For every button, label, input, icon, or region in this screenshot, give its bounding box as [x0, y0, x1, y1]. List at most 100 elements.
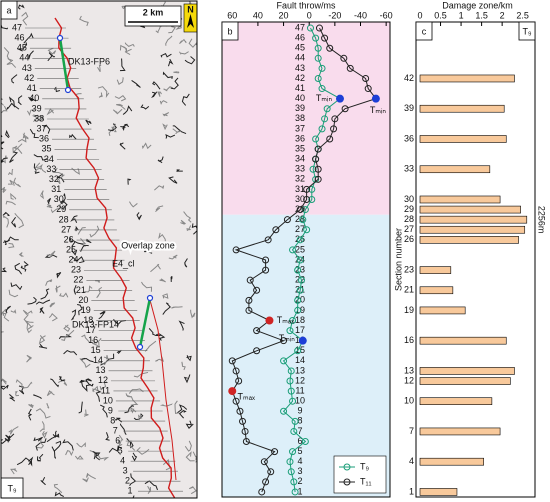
y-tick-label: 39	[404, 103, 414, 113]
map-texture	[1, 267, 8, 273]
data-point	[287, 468, 295, 476]
section-label: 5	[118, 445, 123, 455]
map-texture	[180, 219, 186, 225]
map-texture	[24, 320, 34, 329]
horizon-label: T₉	[522, 26, 531, 36]
section-label: 29	[56, 204, 66, 214]
y-tick-label: 36	[404, 133, 414, 143]
data-point	[331, 115, 339, 123]
map-texture	[53, 440, 62, 452]
data-point	[286, 377, 294, 385]
horizon-label: T₉	[7, 483, 16, 493]
map-texture	[130, 396, 139, 406]
map-texture	[114, 417, 123, 423]
map-texture	[108, 123, 117, 132]
map-texture	[152, 81, 161, 90]
map-texture	[76, 442, 86, 448]
horizon-box	[518, 21, 536, 41]
data-point	[296, 256, 304, 264]
map-texture	[89, 225, 100, 238]
section-label: 8	[110, 415, 115, 425]
map-texture	[91, 385, 99, 393]
map-texture	[1, 384, 9, 390]
data-point	[318, 125, 326, 133]
legend-label: T₉	[360, 461, 369, 471]
section-label: 9	[108, 405, 113, 415]
map-texture	[98, 92, 103, 98]
map-texture	[181, 361, 186, 371]
map-texture	[22, 132, 29, 139]
y-tick-label: 29	[404, 204, 414, 214]
panel-label: c	[422, 26, 427, 36]
x-tick-label: 1	[459, 10, 464, 20]
y-tick-label: 28	[404, 214, 414, 224]
x-tick-label: 0	[417, 10, 422, 20]
map-texture	[6, 58, 17, 68]
map-texture	[39, 306, 45, 314]
map-texture	[99, 404, 108, 418]
map-texture	[83, 409, 89, 417]
map-texture	[179, 38, 187, 44]
map-texture	[3, 47, 14, 62]
section-label: 40	[295, 93, 305, 103]
map-texture	[77, 226, 86, 235]
data-point	[287, 367, 295, 375]
section-label: 30	[295, 194, 305, 204]
data-point	[267, 468, 275, 476]
horizon-box	[1, 477, 24, 498]
map-texture	[23, 314, 33, 328]
map-texture	[6, 102, 16, 111]
map-texture	[191, 223, 197, 235]
map-texture	[79, 15, 89, 27]
bar	[419, 236, 519, 244]
section-label: 22	[295, 275, 305, 285]
map-texture	[140, 104, 150, 110]
data-point	[303, 185, 311, 193]
map-texture	[5, 129, 11, 139]
map-texture	[40, 288, 50, 300]
panel-label: a	[6, 5, 11, 15]
data-point	[340, 54, 348, 62]
map-texture	[46, 250, 56, 258]
y-tick-label: 13	[404, 365, 414, 375]
map-texture	[9, 151, 18, 163]
map-texture	[80, 244, 89, 252]
map-texture	[29, 128, 39, 139]
map-texture	[188, 486, 197, 495]
map-texture	[54, 491, 64, 498]
bar	[419, 488, 458, 496]
data-point	[312, 34, 320, 42]
map-texture	[21, 11, 29, 26]
map-texture	[165, 133, 176, 139]
bar	[419, 165, 491, 174]
map-texture	[65, 450, 74, 456]
map-texture	[1, 308, 7, 316]
map-texture	[73, 285, 77, 295]
data-point	[321, 34, 329, 42]
map-texture	[159, 100, 168, 105]
map-texture	[46, 108, 55, 116]
map-texture	[170, 77, 179, 90]
map-texture	[116, 103, 126, 110]
map-texture	[26, 325, 34, 334]
map-texture	[162, 71, 173, 79]
map-texture	[77, 304, 83, 316]
map-texture	[170, 275, 173, 282]
scale-label: 2 km	[143, 7, 164, 17]
section-label: 36	[295, 133, 305, 143]
data-point	[323, 105, 331, 113]
section-label: 2	[297, 476, 302, 486]
y-tick-label: 33	[404, 164, 414, 174]
map-texture	[174, 400, 180, 414]
x-tick-label: 2	[500, 10, 505, 20]
bar	[419, 135, 507, 143]
map-texture	[184, 440, 192, 452]
map-texture	[112, 123, 117, 133]
map-texture	[38, 453, 44, 460]
map-texture	[114, 95, 127, 102]
plot-frame	[415, 21, 536, 498]
map-texture	[13, 177, 21, 188]
x-tick-label: 0	[307, 10, 312, 20]
data-point	[283, 216, 291, 224]
